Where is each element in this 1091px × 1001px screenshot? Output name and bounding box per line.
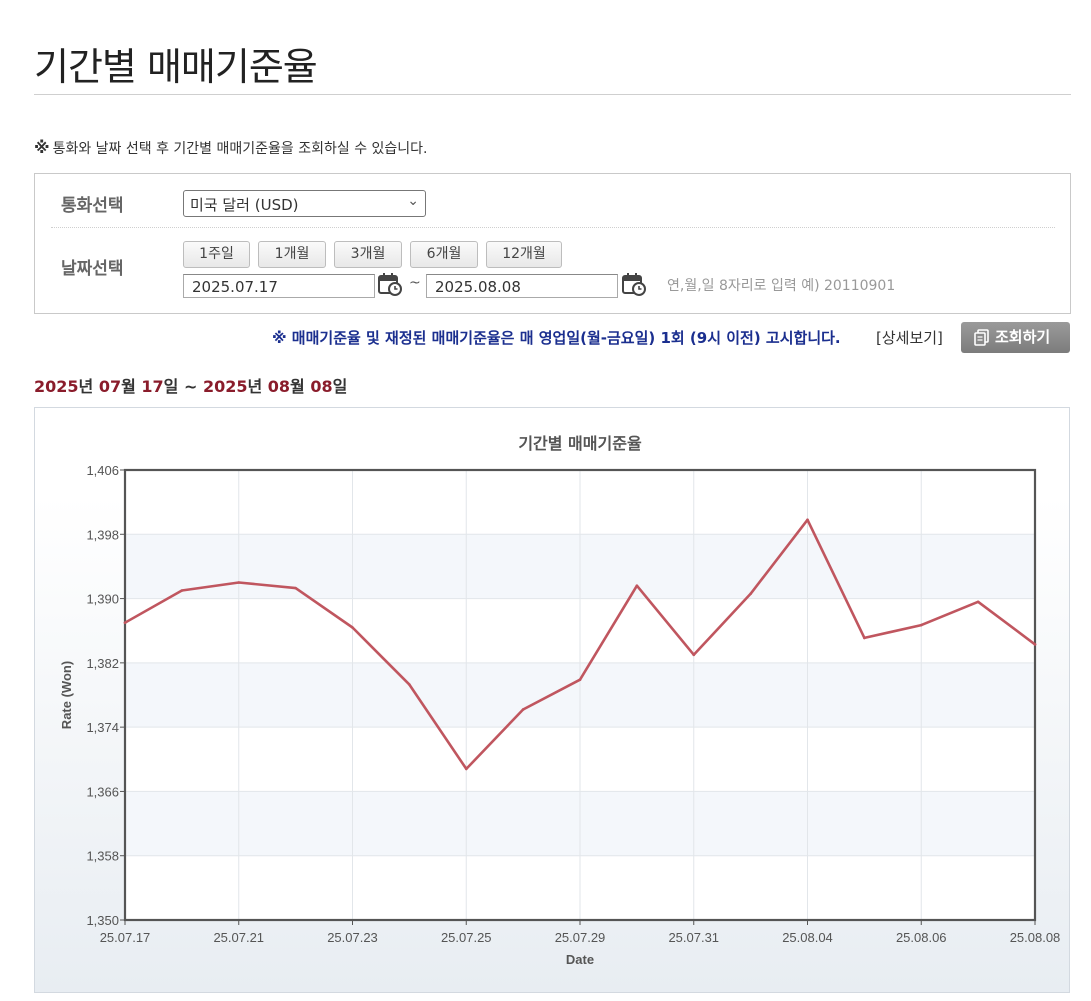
date-format-hint: 연,월,일 8자리로 입력 예) 20110901 bbox=[667, 278, 896, 294]
data-point bbox=[351, 626, 354, 629]
y-tick-label: 1,398 bbox=[86, 527, 119, 542]
range-end-day: 08 bbox=[310, 377, 333, 396]
document-icon bbox=[974, 329, 989, 346]
title-divider bbox=[34, 94, 1071, 95]
x-tick-label: 25.07.31 bbox=[668, 930, 719, 945]
date-range-label: 2025년 07월 17일 ~ 2025년 08월 08일 bbox=[34, 373, 347, 397]
date-range-separator: ~ bbox=[409, 275, 421, 291]
y-tick-label: 1,390 bbox=[86, 592, 119, 607]
detail-link[interactable]: [상세보기] bbox=[876, 329, 943, 347]
query-button[interactable]: 조회하기 bbox=[961, 322, 1070, 353]
currency-label: 통화선택 bbox=[61, 196, 124, 216]
x-tick-label: 25.07.17 bbox=[100, 930, 151, 945]
notice-text: ※ 통화와 날짜 선택 후 기간별 매매기준율을 조회하실 수 있습니다. bbox=[34, 138, 428, 158]
data-point bbox=[863, 636, 866, 640]
range-unit: 월 bbox=[121, 377, 142, 396]
calendar-icon[interactable] bbox=[377, 271, 403, 297]
x-tick-label: 25.08.04 bbox=[782, 930, 833, 945]
range-unit: 년 bbox=[78, 377, 99, 396]
data-point bbox=[635, 584, 639, 588]
data-point bbox=[237, 581, 241, 584]
period-1month-button[interactable]: 1개월 bbox=[258, 241, 326, 268]
row-divider bbox=[51, 227, 1055, 228]
period-1week-button[interactable]: 1주일 bbox=[183, 241, 250, 268]
data-point bbox=[294, 586, 297, 590]
period-6month-button[interactable]: 6개월 bbox=[410, 241, 478, 268]
policy-notice: ※ 매매기준율 및 재정된 매매기준율은 매 영업일(월-금요일) 1회 (9시… bbox=[272, 329, 841, 347]
query-button-label: 조회하기 bbox=[995, 328, 1051, 346]
range-start-year: 2025 bbox=[34, 377, 79, 396]
data-point bbox=[692, 653, 696, 657]
range-start-month: 07 bbox=[98, 377, 122, 396]
data-point bbox=[521, 708, 525, 711]
y-tick-label: 1,350 bbox=[86, 913, 119, 928]
x-tick-label: 25.07.23 bbox=[327, 930, 378, 945]
data-point bbox=[806, 518, 809, 522]
x-tick-label: 25.07.29 bbox=[555, 930, 606, 945]
page-title: 기간별 매매기준율 bbox=[34, 45, 318, 89]
x-tick-label: 25.07.21 bbox=[213, 930, 264, 945]
data-point bbox=[919, 623, 923, 627]
range-unit: 일 ~ bbox=[163, 377, 203, 396]
y-axis-label: Rate (Won) bbox=[59, 661, 74, 729]
date-label: 날짜선택 bbox=[61, 259, 124, 279]
rate-chart-svg: 1,350 1,358 1,366 1,374 1,382 1,390 1,398 1,406… bbox=[59, 434, 1061, 967]
y-tick-label: 1,382 bbox=[86, 656, 119, 671]
x-tick-label: 25.07.25 bbox=[441, 930, 492, 945]
y-tick-label: 1,374 bbox=[86, 720, 119, 735]
end-date-input[interactable]: 2025.08.08 bbox=[426, 274, 618, 298]
range-unit: 월 bbox=[290, 377, 311, 396]
x-tick-label: 25.08.06 bbox=[896, 930, 947, 945]
chevron-down-icon: ⌄ bbox=[407, 193, 419, 209]
currency-selected-value: 미국 달러 (USD) bbox=[190, 196, 299, 214]
x-axis-label: Date bbox=[566, 952, 594, 967]
start-date-input[interactable]: 2025.07.17 bbox=[183, 274, 375, 298]
range-end-month: 08 bbox=[267, 377, 291, 396]
range-unit: 일 bbox=[332, 377, 348, 396]
range-end-year: 2025 bbox=[202, 377, 248, 396]
calendar-icon[interactable] bbox=[621, 271, 647, 297]
data-point bbox=[578, 678, 582, 682]
data-point bbox=[464, 767, 468, 771]
period-12month-button[interactable]: 12개월 bbox=[486, 241, 562, 268]
currency-select[interactable]: 미국 달러 (USD) ⌄ bbox=[183, 190, 426, 217]
chart-title: 기간별 매매기준율 bbox=[518, 434, 642, 453]
search-panel: 통화선택 미국 달러 (USD) ⌄ 날짜선택 1주일 1개월 3개월 6개월 … bbox=[34, 173, 1071, 314]
x-tick-label: 25.08.08 bbox=[1010, 930, 1061, 945]
range-start-day: 17 bbox=[141, 377, 164, 396]
y-tick-label: 1,366 bbox=[86, 784, 119, 799]
data-point bbox=[408, 683, 411, 686]
data-point bbox=[976, 600, 980, 604]
range-unit: 년 bbox=[247, 377, 268, 396]
rate-chart: 1,350 1,358 1,366 1,374 1,382 1,390 1,398 1,406… bbox=[34, 407, 1070, 993]
data-point bbox=[123, 621, 127, 624]
notice-mark: ※ bbox=[34, 138, 50, 157]
period-3month-button[interactable]: 3개월 bbox=[334, 241, 402, 268]
data-point bbox=[180, 589, 184, 592]
y-tick-label: 1,406 bbox=[86, 463, 119, 478]
notice-message: 통화와 날짜 선택 후 기간별 매매기준율을 조회하실 수 있습니다. bbox=[52, 141, 428, 157]
data-point bbox=[749, 592, 752, 596]
y-tick-label: 1,358 bbox=[86, 849, 119, 864]
data-point bbox=[1033, 643, 1037, 646]
